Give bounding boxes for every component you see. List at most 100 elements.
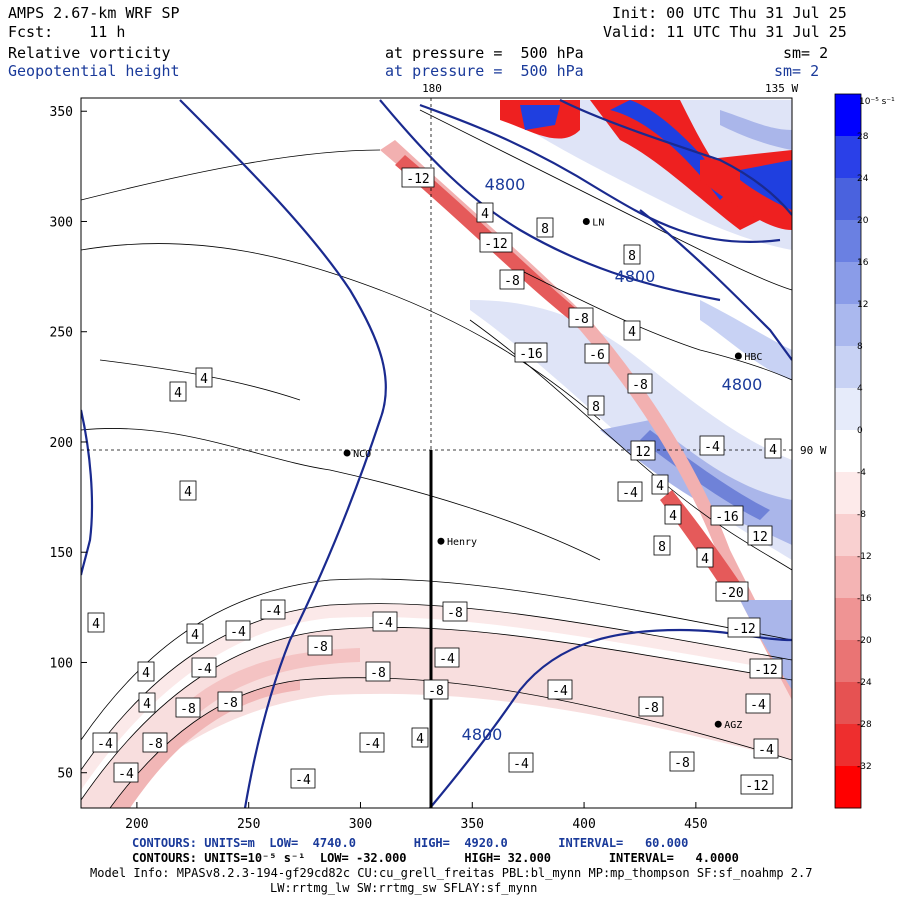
svg-text:NCO: NCO [353,449,371,460]
svg-text:LN: LN [592,217,604,228]
svg-text:-8: -8 [428,684,444,699]
footer-vorticity-contours: CONTOURS: UNITS=10⁻⁵ s⁻¹ LOW= -32.000 HI… [132,851,739,865]
svg-text:-8: -8 [370,666,386,681]
vorticity-contour-label: -8 [217,691,243,712]
colorbar-swatch [835,262,861,305]
svg-text:-8: -8 [222,696,238,711]
y-tick-label: 150 [50,546,73,561]
svg-text:-4: -4 [513,757,529,772]
colorbar-swatch [835,136,861,179]
vorticity-contour-label: -4 [260,599,286,620]
vorticity-contour-label: -4 [547,679,573,700]
svg-text:-4: -4 [265,604,281,619]
y-tick-label: 50 [57,767,73,782]
vorticity-contour-label: -4 [191,657,217,678]
colorbar-frame [834,93,862,809]
svg-text:-16: -16 [715,510,738,525]
svg-text:4: 4 [200,372,208,387]
vorticity-contour-label: -4 [617,481,643,502]
svg-text:-4: -4 [118,767,134,782]
field1-smoothing: sm= 2 [783,44,829,62]
x-tick-label: 400 [572,817,595,832]
y-tick-label: 350 [50,105,73,120]
vorticity-contour-label: -4 [699,435,725,456]
colorbar-swatch [835,388,861,431]
svg-text:8: 8 [592,400,600,415]
svg-text:4: 4 [174,386,182,401]
lon-label-top-right: 135 W [765,82,798,95]
svg-text:-12: -12 [406,172,429,187]
svg-text:-4: -4 [97,737,113,752]
vorticity-contour-label: -12 [479,232,513,253]
svg-text:4: 4 [628,325,636,340]
colorbar-tick-label: -16 [857,594,872,604]
svg-text:-20: -20 [720,586,743,601]
svg-text:-8: -8 [180,702,196,717]
colorbar-swatch [835,598,861,641]
station-marker: LN [582,217,604,228]
footer-model-info: Model Info: MPASv8.2.3-194-gf29cd82c CU:… [90,866,813,880]
svg-text:-12: -12 [732,622,755,637]
vorticity-contour-label: 4 [664,504,682,525]
vorticity-contour-label: -8 [142,732,168,753]
colorbar-tick-label: 28 [857,132,869,142]
vorticity-contour-label: -8 [627,373,653,394]
station-marker: Henry [437,537,477,548]
vorticity-contour-label: 4 [195,367,213,388]
svg-text:4: 4 [769,443,777,458]
y-tick-label: 300 [50,215,73,230]
vorticity-contour-label: 8 [623,244,641,265]
svg-text:-6: -6 [589,348,605,363]
svg-text:4: 4 [701,552,709,567]
x-tick-label: 250 [237,817,260,832]
colorbar-tick-label: 12 [857,300,868,310]
y-tick-label: 200 [50,436,73,451]
vorticity-contour-label: -8 [669,751,695,772]
vorticity-contour-label: 4 [623,320,641,341]
vorticity-contour-label: -20 [715,581,749,602]
vorticity-contour-label: -16 [710,505,744,526]
field2-smoothing: sm= 2 [774,62,820,80]
x-tick-label: 200 [125,817,148,832]
vorticity-contour-label: -4 [372,611,398,632]
lon-label-top: 180 [422,82,442,95]
colorbar-swatch [835,346,861,389]
svg-text:-12: -12 [745,779,768,794]
colorbar-tick-label: -8 [857,510,866,520]
vorticity-contour-label: -4 [434,647,460,668]
svg-text:-12: -12 [754,663,777,678]
svg-text:4: 4 [184,485,192,500]
vorticity-contour-label: 4 [186,623,204,644]
colorbar-tick-label: -24 [857,678,872,688]
svg-text:-8: -8 [573,312,589,327]
svg-text:-4: -4 [439,652,455,667]
svg-text:-8: -8 [504,274,520,289]
vorticity-contour-label: 8 [536,217,554,238]
svg-text:8: 8 [628,249,636,264]
colorbar-tick-label: -32 [857,762,872,772]
colorbar-swatch [835,220,861,263]
vorticity-contour-label: 4 [137,661,155,682]
forecast-hour: Fcst: 11 h [8,23,126,41]
vorticity-contour-label: 4 [138,692,156,713]
svg-text:-8: -8 [312,640,328,655]
colorbar-swatch [835,682,861,725]
svg-text:8: 8 [541,222,549,237]
vorticity-contour-label: -4 [225,620,251,641]
colorbar-tick-label: 20 [857,216,869,226]
vorticity-contour-label: -8 [499,269,525,290]
x-tick-label: 300 [349,817,372,832]
x-tick-label: 350 [461,817,484,832]
height-contour-label: 4800 [462,725,503,744]
vorticity-contour-label: -4 [745,693,771,714]
colorbar-swatch [835,178,861,221]
vorticity-contour-label: -8 [365,661,391,682]
field2-level: at pressure = 500 hPa [385,62,584,80]
colorbar-units: 10⁻⁵ s⁻¹ [859,97,895,107]
colorbar-tick-label: 8 [857,342,863,352]
vorticity-contour-label: -8 [423,679,449,700]
vorticity-contour-label: 4 [179,480,197,501]
vorticity-contour-label: 8 [587,395,605,416]
svg-text:-8: -8 [147,737,163,752]
